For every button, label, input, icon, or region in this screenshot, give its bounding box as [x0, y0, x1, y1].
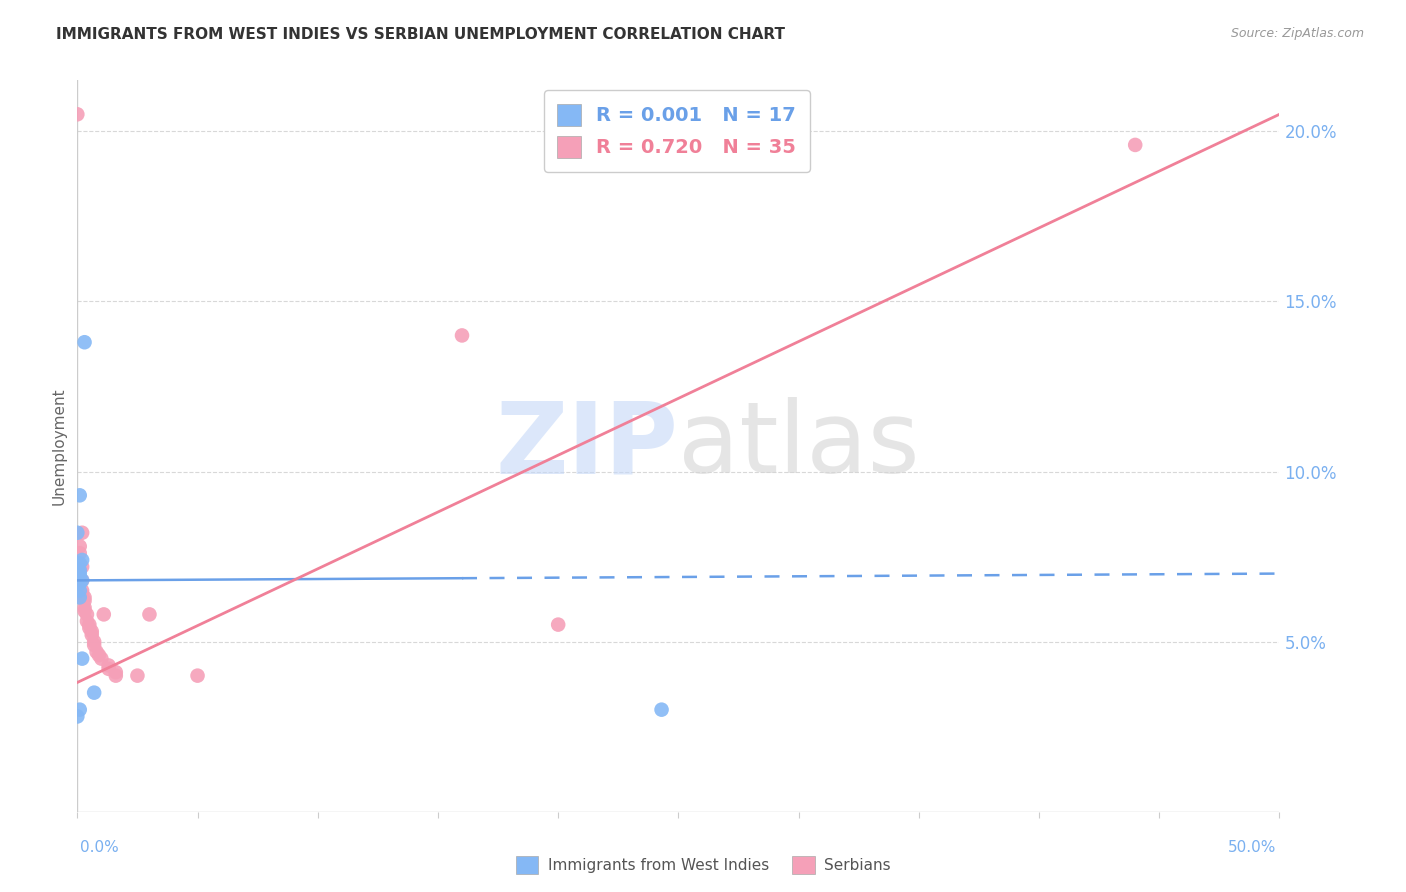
Point [70, 559, 93, 574]
Point [69, 563, 91, 577]
Point [76, 607, 98, 622]
Point [73, 594, 96, 608]
Point [70, 651, 93, 665]
Point [69, 557, 91, 571]
Point [83, 638, 105, 652]
Point [138, 607, 160, 622]
Point [66, 525, 89, 540]
Point [87, 648, 110, 663]
Point [93, 607, 115, 622]
Point [76, 614, 98, 628]
Point [1123, 137, 1146, 152]
Text: Source: ZipAtlas.com: Source: ZipAtlas.com [1230, 27, 1364, 40]
Point [70, 574, 93, 588]
Point [66, 107, 89, 121]
Point [70, 525, 93, 540]
Point [69, 591, 91, 605]
Point [104, 665, 127, 680]
Legend: R = 0.001   N = 17, R = 0.720   N = 35: R = 0.001 N = 17, R = 0.720 N = 35 [544, 90, 810, 172]
Point [79, 617, 101, 632]
Point [83, 686, 105, 700]
Point [69, 563, 91, 577]
Point [79, 621, 101, 635]
Point [69, 570, 91, 584]
Text: 0.0%: 0.0% [80, 840, 120, 855]
Point [70, 587, 93, 601]
Text: IMMIGRANTS FROM WEST INDIES VS SERBIAN UNEMPLOYMENT CORRELATION CHART: IMMIGRANTS FROM WEST INDIES VS SERBIAN U… [56, 27, 785, 42]
Point [69, 576, 91, 591]
Legend: Immigrants from West Indies, Serbians: Immigrants from West Indies, Serbians [509, 850, 897, 880]
Point [69, 703, 91, 717]
Point [86, 645, 108, 659]
Point [127, 668, 149, 682]
Point [80, 624, 103, 639]
Point [97, 658, 120, 673]
Point [69, 566, 91, 581]
Point [69, 540, 91, 554]
Point [104, 668, 127, 682]
Point [69, 583, 91, 598]
Point [90, 651, 112, 665]
Y-axis label: Unemployment: Unemployment [51, 387, 66, 505]
Point [70, 553, 93, 567]
Point [69, 488, 91, 502]
Point [66, 709, 89, 723]
Point [547, 617, 569, 632]
Point [73, 335, 96, 350]
Point [451, 328, 474, 343]
Point [70, 574, 93, 588]
Text: 50.0%: 50.0% [1229, 840, 1277, 855]
Point [73, 600, 96, 615]
Point [73, 591, 96, 605]
Point [187, 668, 209, 682]
Point [83, 634, 105, 648]
Text: atlas: atlas [679, 398, 920, 494]
Point [73, 604, 96, 618]
Point [80, 628, 103, 642]
Point [70, 583, 93, 598]
Text: ZIP: ZIP [495, 398, 679, 494]
Point [651, 703, 673, 717]
Point [97, 662, 120, 676]
Point [69, 546, 91, 560]
